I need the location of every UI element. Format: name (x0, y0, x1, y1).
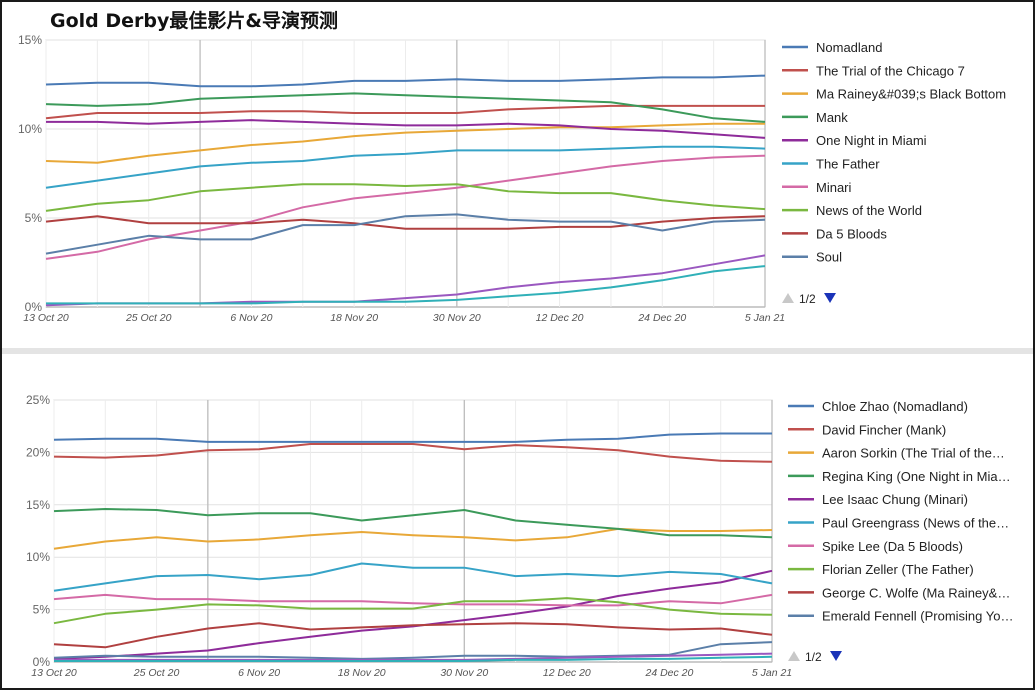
director-legend-item[interactable]: Chloe Zhao (Nomadland) (822, 399, 968, 414)
director-y-tick-label: 0% (33, 655, 51, 669)
director-series-line-9[interactable] (53, 641, 773, 660)
picture-series-line-5[interactable] (45, 145, 766, 189)
director-legend-item[interactable]: Aaron Sorkin (The Trial of the… (822, 446, 1005, 461)
picture-x-tick-label: 5 Jan 21 (745, 312, 785, 324)
director-legend-item[interactable]: Emerald Fennell (Promising Yo… (822, 609, 1013, 624)
director-legend-item[interactable]: George C. Wolfe (Ma Rainey&… (822, 585, 1010, 600)
picture-x-tick-label: 25 Oct 20 (125, 312, 172, 324)
director-y-tick-label: 20% (26, 445, 50, 459)
director-x-tick-label: 24 Dec 20 (644, 667, 693, 679)
best-director-chart: 0% 5% 10% 15% 20% 25% 13 Oct 20 25 Oct 20 6 Nov … (26, 393, 1014, 679)
director-x-tick-label: 6 Nov 20 (238, 667, 280, 679)
panel-divider (2, 348, 1033, 354)
picture-series-line-7[interactable] (45, 183, 766, 212)
picture-series-line-3[interactable] (45, 92, 766, 123)
director-series-line-5[interactable] (53, 562, 773, 592)
picture-legend-item[interactable]: Ma Rainey&#039;s Black Bottom (816, 87, 1006, 102)
picture-legend-item[interactable]: News of the World (816, 203, 922, 218)
director-x-tick-label: 25 Oct 20 (133, 667, 180, 679)
director-x-tick-label: 12 Dec 20 (543, 667, 591, 679)
director-pager-prev-icon[interactable] (788, 651, 800, 661)
director-series-line-6[interactable] (53, 593, 773, 607)
director-y-tick-label: 5% (33, 603, 51, 617)
picture-pager-label: 1/2 (799, 292, 816, 306)
director-legend-item[interactable]: David Fincher (Mank) (822, 422, 946, 437)
director-series-line-3[interactable] (53, 508, 773, 539)
director-legend-item[interactable]: Spike Lee (Da 5 Bloods) (822, 539, 963, 554)
director-y-tick-label: 10% (26, 550, 50, 564)
picture-legend-item[interactable]: The Father (816, 157, 880, 172)
picture-legend-item[interactable]: Da 5 Bloods (816, 226, 887, 241)
picture-y-tick-label: 0% (25, 300, 43, 314)
picture-series-line-1[interactable] (45, 104, 765, 120)
director-legend-item[interactable]: Florian Zeller (The Father) (822, 562, 974, 577)
picture-legend-item[interactable]: Soul (816, 250, 842, 265)
director-series-line-8[interactable] (53, 622, 773, 649)
director-x-tick-label: 13 Oct 20 (31, 667, 77, 679)
picture-legend-item[interactable]: Nomadland (816, 40, 883, 55)
picture-legend-item[interactable]: Minari (816, 180, 852, 195)
director-series-line-1[interactable] (53, 443, 773, 463)
picture-series-line-8[interactable] (45, 215, 766, 230)
picture-y-tick-label: 5% (25, 211, 43, 225)
picture-pager-next-icon[interactable] (824, 293, 836, 303)
director-x-tick-label: 18 Nov 20 (338, 667, 386, 679)
director-legend-item[interactable]: Lee Isaac Chung (Minari) (822, 492, 968, 507)
picture-x-tick-label: 18 Nov 20 (330, 312, 378, 324)
director-series-line-7[interactable] (53, 597, 773, 625)
director-series-line-2[interactable] (53, 527, 773, 550)
best-picture-chart: 0% 5% 10% 15% 13 Oct 20 25 Oct 20 6 Nov 20 18 N… (18, 33, 1006, 324)
page-title: Gold Derby最佳影片&导演预测 (50, 10, 338, 32)
director-x-tick-label: 5 Jan 21 (752, 667, 792, 679)
picture-series-line-4[interactable] (46, 119, 766, 139)
director-y-tick-label: 25% (26, 393, 50, 407)
picture-legend-item[interactable]: The Trial of the Chicago 7 (816, 63, 965, 78)
picture-x-tick-label: 13 Oct 20 (23, 312, 69, 324)
picture-y-tick-label: 15% (18, 33, 42, 47)
picture-series-line-2[interactable] (45, 122, 765, 164)
best-picture-chart-panel: 0% 5% 10% 15% 13 Oct 20 25 Oct 20 6 Nov 20 18 N… (2, 2, 1033, 348)
director-x-tick-label: 30 Nov 20 (440, 667, 488, 679)
picture-series-line-9[interactable] (45, 213, 766, 255)
director-pager-label: 1/2 (805, 650, 822, 664)
picture-legend-item[interactable]: Mank (816, 110, 848, 125)
picture-x-tick-label: 30 Nov 20 (433, 312, 481, 324)
picture-series-line-11[interactable] (46, 265, 766, 305)
picture-x-tick-label: 24 Dec 20 (637, 312, 686, 324)
picture-y-tick-label: 10% (18, 122, 42, 136)
director-legend-item[interactable]: Paul Greengrass (News of the… (822, 516, 1009, 531)
picture-x-tick-label: 12 Dec 20 (536, 312, 584, 324)
director-legend-item[interactable]: Regina King (One Night in Mia… (822, 469, 1011, 484)
director-series-line-4[interactable] (53, 569, 773, 660)
best-director-chart-panel: 0% 5% 10% 15% 20% 25% 13 Oct 20 25 Oct 20 6 Nov … (2, 354, 1033, 688)
director-series-line-0[interactable] (53, 432, 772, 443)
picture-legend-item[interactable]: One Night in Miami (816, 133, 927, 148)
picture-x-tick-label: 6 Nov 20 (230, 312, 272, 324)
picture-series-line-0[interactable] (45, 74, 766, 88)
director-series-line-10[interactable] (54, 652, 773, 661)
director-series-line-11[interactable] (54, 655, 773, 662)
director-y-tick-label: 15% (26, 498, 50, 512)
picture-pager-prev-icon[interactable] (782, 293, 794, 303)
director-pager-next-icon[interactable] (830, 651, 842, 661)
